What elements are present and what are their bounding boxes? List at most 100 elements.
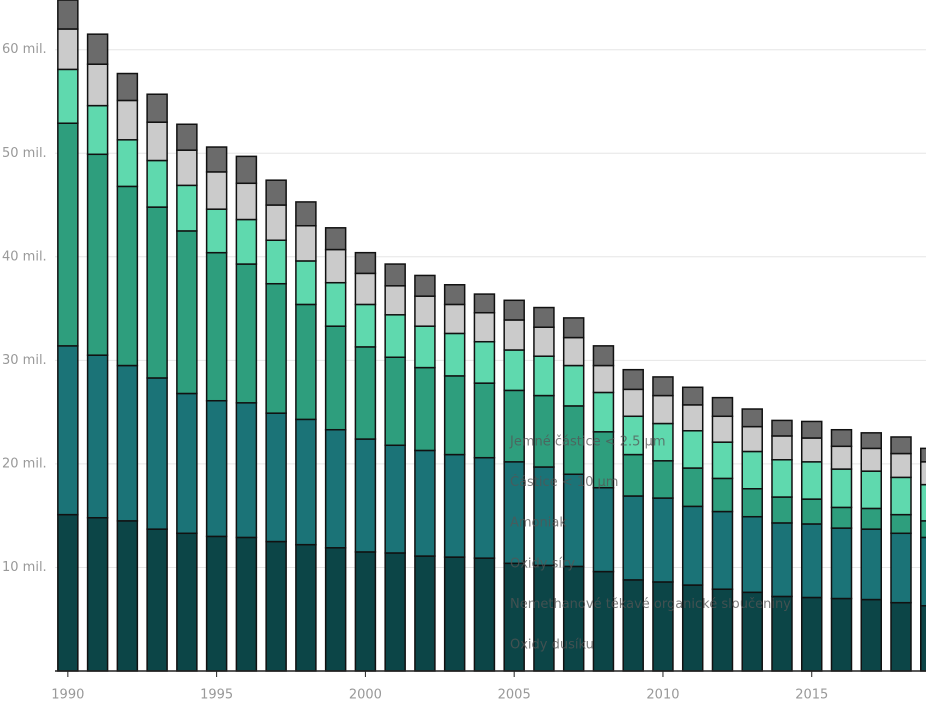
x-tick-label: 2000	[349, 688, 382, 703]
bar-segment	[116, 139, 139, 188]
bar-segment	[324, 325, 347, 431]
bar-segment	[354, 272, 377, 306]
y-tick-label: 10 mil.	[2, 560, 47, 575]
y-tick-label: 40 mil.	[2, 249, 47, 264]
bar-segment	[920, 520, 926, 539]
bar-segment	[176, 184, 198, 232]
bar-segment	[146, 377, 168, 530]
bar-segment	[652, 394, 674, 425]
bar-segment	[86, 354, 109, 519]
bar-segment	[860, 432, 882, 450]
bar-segment	[86, 104, 109, 156]
bar-segment	[681, 404, 704, 432]
bar-segment	[711, 477, 734, 513]
bar-segment	[205, 251, 228, 402]
bar-segment	[473, 293, 496, 314]
bar-segment	[890, 452, 912, 479]
bar-segment	[354, 251, 377, 275]
bar-segment	[592, 486, 615, 573]
bar-segment	[533, 326, 555, 357]
bar-segment	[443, 284, 466, 306]
bar-segment	[116, 364, 139, 522]
bar-segment	[592, 570, 615, 672]
bar-segment	[562, 336, 585, 367]
x-tick-label: 2010	[646, 688, 679, 703]
bar-segment	[295, 543, 317, 672]
bar-segment	[920, 447, 926, 463]
bar-segment	[473, 340, 496, 384]
bar-segment	[592, 364, 615, 394]
bar-segment	[414, 449, 436, 557]
bar-segment	[860, 507, 882, 530]
bar-segment	[652, 460, 674, 499]
y-tick-label: 60 mil.	[2, 42, 47, 57]
bar-segment	[800, 420, 823, 439]
bar-segment	[205, 535, 228, 672]
bar-segment	[830, 527, 853, 600]
y-tick-label: 50 mil.	[2, 146, 47, 161]
bar-segment	[622, 453, 644, 497]
bar-segment	[324, 248, 347, 284]
bar-segment	[800, 498, 823, 525]
bar-segment	[384, 314, 406, 358]
bar-segment	[443, 303, 466, 335]
bar-segment	[235, 218, 258, 265]
y-tick-label: 30 mil.	[2, 353, 47, 368]
y-tick-label: 20 mil.	[2, 456, 47, 471]
bar-segment	[384, 356, 406, 447]
bar-segment	[235, 402, 258, 539]
bar-segment	[860, 528, 882, 601]
bar-segment	[235, 182, 258, 221]
bar-segment	[116, 185, 139, 367]
bar-segment	[295, 201, 317, 227]
bar-segment	[57, 122, 79, 347]
bar-segment	[592, 345, 615, 367]
bar-segment	[681, 386, 704, 406]
bar-segment	[711, 396, 734, 418]
bar-segment	[622, 495, 644, 581]
bar-segment	[830, 506, 853, 529]
bar-segment	[443, 453, 466, 558]
bar-segment	[562, 317, 585, 339]
bar-segment	[86, 153, 109, 356]
bar-segment	[711, 510, 734, 590]
bar-segment	[384, 444, 406, 554]
bar-segment	[57, 28, 79, 71]
bar-segment	[473, 557, 496, 672]
legend-label: Nemethanové těkavé organické sloučeniny	[510, 597, 791, 612]
bar-segment	[622, 579, 644, 672]
bar-segment	[86, 63, 109, 107]
bar-segment	[57, 68, 79, 124]
bar-segment	[146, 121, 168, 162]
bar-segment	[920, 461, 926, 486]
bar-segment	[265, 540, 287, 672]
legend-label: Částice < 10 µm	[510, 474, 618, 490]
bar-segment	[771, 522, 793, 598]
bar-segment	[86, 516, 109, 672]
bar-segment	[116, 99, 139, 141]
bar-segment	[622, 388, 644, 418]
bar-segment	[324, 281, 347, 327]
bar-segment	[146, 93, 168, 123]
bar-segment	[652, 581, 674, 672]
bar-segment	[235, 536, 258, 672]
bar-segment	[235, 263, 258, 404]
bar-segment	[146, 206, 168, 379]
bar-segment	[830, 445, 853, 470]
bar-segment	[57, 0, 79, 30]
bar-segment	[414, 366, 436, 452]
bar-segment	[414, 274, 436, 297]
bar-segment	[503, 299, 525, 321]
bar-segment	[890, 476, 912, 516]
bar-segment	[533, 564, 555, 672]
x-tick-label: 2005	[498, 688, 531, 703]
bar-segment	[711, 441, 734, 480]
bar-segment	[711, 415, 734, 443]
bar-segment	[384, 263, 406, 287]
bar-segment	[384, 552, 406, 672]
bar-segment	[414, 555, 436, 672]
legend-label: Oxidy síry	[510, 556, 575, 571]
bar-segment	[324, 227, 347, 251]
x-tick-label: 1995	[200, 688, 233, 703]
bar-segment	[146, 159, 168, 208]
